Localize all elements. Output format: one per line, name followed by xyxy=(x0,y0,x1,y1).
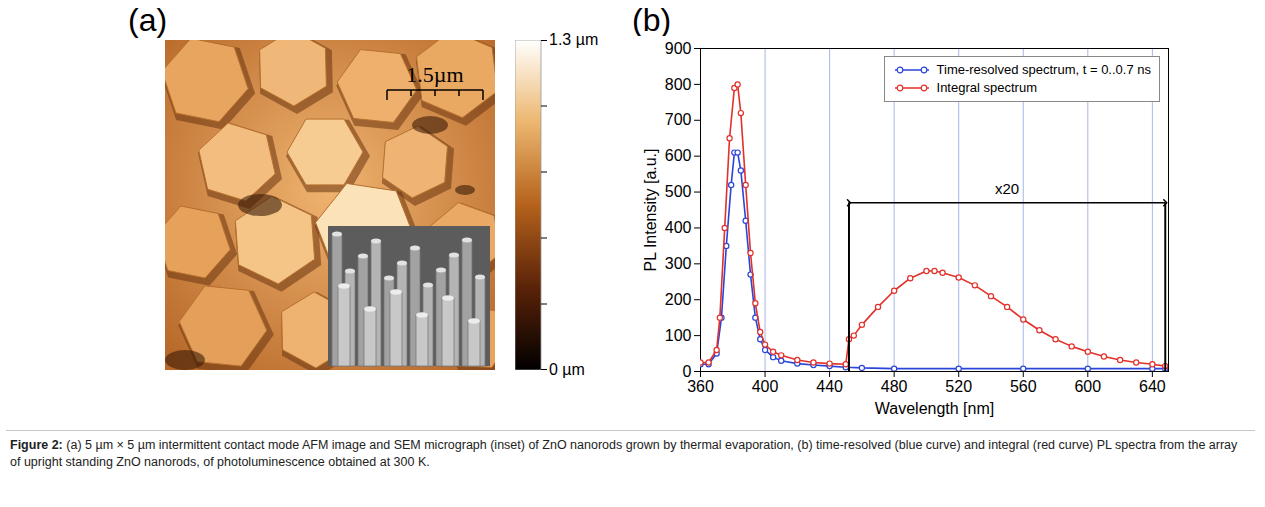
html-text:(b): (b) xyxy=(632,2,672,38)
svg-text:440: 440 xyxy=(816,378,843,395)
svg-text:400: 400 xyxy=(752,378,779,395)
svg-text:500: 500 xyxy=(665,183,692,200)
svg-text:480: 480 xyxy=(881,378,908,395)
svg-text:PL Intensity [a.u.]: PL Intensity [a.u.] xyxy=(642,148,659,271)
svg-text:360: 360 xyxy=(687,378,714,395)
svg-text:0: 0 xyxy=(682,362,692,380)
svg-text:520: 520 xyxy=(945,378,972,395)
html-text:(a): (a) xyxy=(128,2,168,38)
html-text:Time-resolved spectrum, t = 0.: Time-resolved spectrum, t = 0..0.7 ns xyxy=(936,62,1151,77)
svg-text:300: 300 xyxy=(665,255,692,272)
html-text:1.3 µm: 1.3 µm xyxy=(549,31,599,48)
svg-text:640: 640 xyxy=(1139,378,1166,395)
svg-text:600: 600 xyxy=(1074,378,1101,395)
svg-text:700: 700 xyxy=(665,111,692,128)
svg-text:200: 200 xyxy=(665,291,692,308)
svg-text:1.5µm: 1.5µm xyxy=(406,62,463,87)
html-text:Figure 2: (a) 5 µm × 5 µm inte: Figure 2: (a) 5 µm × 5 µm intermittent c… xyxy=(10,438,1238,469)
svg-text:x20: x20 xyxy=(995,180,1019,197)
svg-text:600: 600 xyxy=(665,147,692,164)
svg-text:Wavelength [nm]: Wavelength [nm] xyxy=(875,400,994,417)
html-text:0 µm: 0 µm xyxy=(549,361,585,378)
svg-text:560: 560 xyxy=(1010,378,1037,395)
html-text:Integral spectrum: Integral spectrum xyxy=(936,80,1037,95)
svg-text:900: 900 xyxy=(665,40,692,57)
svg-text:800: 800 xyxy=(665,76,692,93)
svg-text:400: 400 xyxy=(665,219,692,236)
svg-text:100: 100 xyxy=(665,327,692,344)
